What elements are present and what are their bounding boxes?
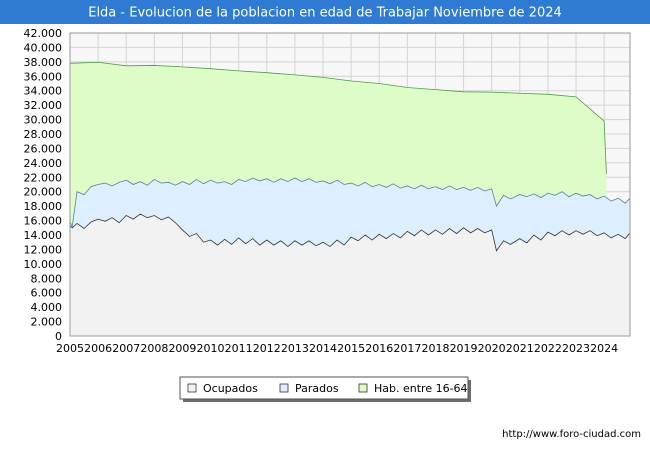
y-tick-label-11: 22.000 (24, 171, 63, 184)
y-tick-label-0: 0 (55, 330, 62, 343)
y-tick-label-17: 34.000 (24, 85, 63, 98)
title-bar-background (0, 0, 650, 24)
x-tick-label-1: 2006 (84, 342, 112, 355)
y-tick-label-5: 10.000 (24, 258, 63, 271)
y-tick-label-18: 36.000 (24, 70, 63, 83)
x-tick-label-3: 2008 (140, 342, 168, 355)
y-tick-label-3: 6.000 (31, 287, 63, 300)
legend-swatch-ocupados (187, 383, 197, 393)
x-tick-label-14: 2019 (450, 342, 478, 355)
line-hab-entre-16-64 (69, 61, 607, 174)
x-axis-ticks: 2005 2006 2007 2008 2009 2010 2011 2012 2013 2014… (56, 342, 618, 355)
y-tick-label-16: 32.000 (24, 99, 63, 112)
legend-swatch-parados (279, 383, 289, 393)
x-tick-label-8: 2013 (281, 342, 309, 355)
x-tick-label-6: 2011 (225, 342, 253, 355)
x-tick-label-5: 2010 (197, 342, 225, 355)
legend-label-parados: Parados (295, 382, 339, 395)
legend: Ocupados Parados Hab. entre 16-64 (179, 376, 471, 402)
y-tick-label-7: 14.000 (24, 229, 63, 242)
line-parados (69, 177, 631, 228)
y-tick-label-15: 30.000 (24, 114, 63, 127)
series-areas (69, 61, 631, 336)
y-tick-label-21: 42.000 (24, 27, 63, 40)
y-tick-label-8: 16.000 (24, 215, 63, 228)
y-tick-label-14: 28.000 (24, 128, 63, 141)
x-tick-label-7: 2012 (253, 342, 281, 355)
x-tick-label-0: 2005 (56, 342, 84, 355)
x-tick-label-12: 2017 (393, 342, 421, 355)
x-tick-label-2: 2007 (112, 342, 140, 355)
y-tick-label-13: 26.000 (24, 142, 63, 155)
y-tick-label-12: 24.000 (24, 157, 63, 170)
y-tick-label-19: 38.000 (24, 56, 63, 69)
x-tick-label-9: 2014 (309, 342, 337, 355)
x-tick-label-11: 2016 (365, 342, 393, 355)
line-ocupados (69, 213, 631, 252)
x-tick-label-18: 2023 (562, 342, 590, 355)
legend-items: Ocupados Parados Hab. entre 16-64 (187, 382, 468, 395)
x-tick-label-15: 2020 (478, 342, 506, 355)
x-tick-label-13: 2018 (421, 342, 449, 355)
x-tick-label-10: 2015 (337, 342, 365, 355)
y-tick-label-4: 8.000 (31, 272, 63, 285)
chart-title: Elda - Evolucion de la poblacion en edad… (88, 6, 562, 21)
y-axis-ticks: 02.0004.0006.0008.00010.00012.00014.0001… (24, 27, 63, 343)
y-tick-label-1: 2.000 (31, 316, 63, 329)
source-url: http://www.foro-ciudad.com (502, 429, 641, 440)
legend-label-ocupados: Ocupados (203, 382, 258, 395)
plot-frame (69, 32, 631, 337)
y-tick-label-10: 20.000 (24, 186, 63, 199)
x-tick-label-17: 2022 (534, 342, 562, 355)
y-tick-label-9: 18.000 (24, 200, 63, 213)
y-tick-label-20: 40.000 (24, 41, 63, 54)
legend-box (179, 376, 469, 400)
area-ocupados (70, 214, 630, 336)
x-tick-label-4: 2009 (168, 342, 196, 355)
x-tick-label-19: 2024 (590, 342, 618, 355)
y-tick-label-6: 12.000 (24, 243, 63, 256)
legend-swatch-hab-entre-16-64 (358, 383, 368, 393)
legend-label-hab-entre-16-64: Hab. entre 16-64 (374, 382, 468, 395)
y-tick-label-2: 4.000 (31, 301, 63, 314)
x-tick-label-16: 2021 (506, 342, 534, 355)
title-bar: Elda - Evolucion de la poblacion en edad… (0, 0, 650, 24)
